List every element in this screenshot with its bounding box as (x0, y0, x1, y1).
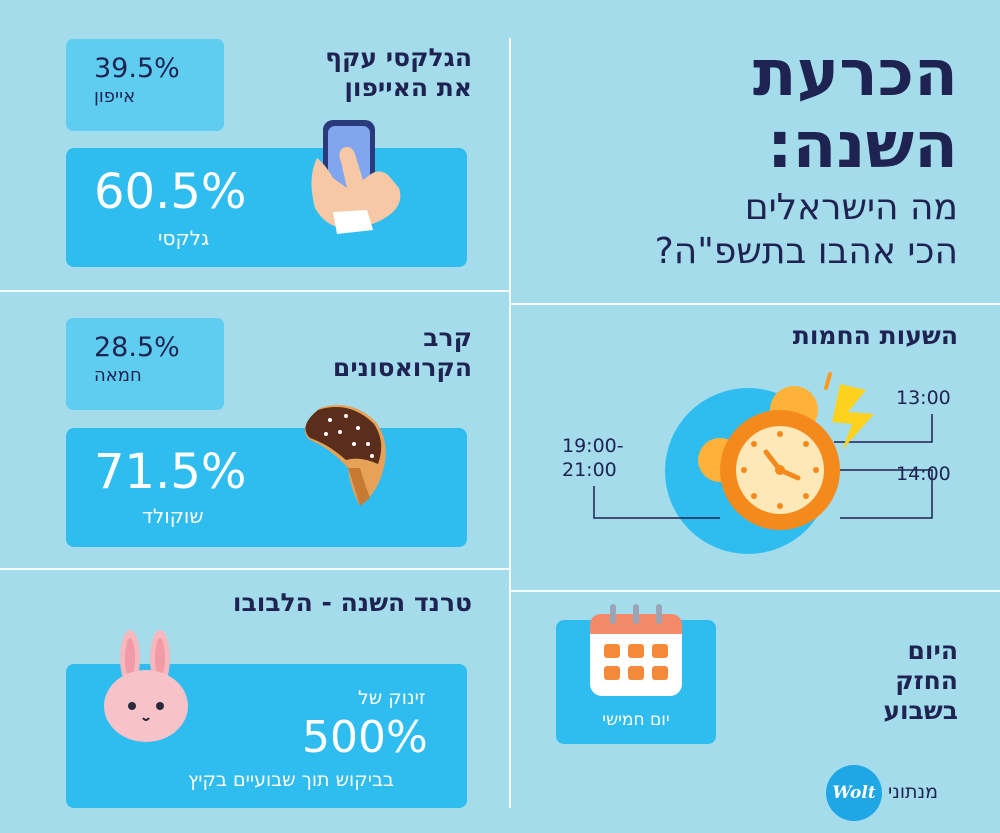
chocolate-croissant-icon (304, 405, 386, 506)
alarm-clock-icon (698, 372, 874, 530)
chocolate-stat-box: 71.5% שוקולד (66, 428, 467, 547)
center-divider (509, 38, 511, 808)
main-subtitle-line2: הכי אהבו בתשפ"ה? (654, 231, 958, 272)
right-divider-1 (509, 303, 1000, 305)
left-divider-2 (0, 568, 509, 570)
labubu-description: בביקוש תוך שבועיים בקיץ (188, 769, 394, 791)
chocolate-percent: 71.5% (94, 444, 247, 500)
day-title-line3: בשבוע (883, 696, 958, 725)
phones-title: הגלקסי עקף את האייפון (172, 43, 472, 103)
day-title-line2: החזק (895, 666, 958, 695)
main-title-line2: השנה: (766, 109, 958, 183)
galaxy-percent: 60.5% (94, 164, 247, 220)
phone-hand-icon (311, 120, 401, 234)
trend-title: טרנד השנה - הלבובו (232, 588, 472, 617)
iphone-percent: 39.5% (94, 53, 180, 84)
hours-time-19-21: 19:00- 21:00 (562, 434, 624, 482)
phones-title-line1: הגלקסי עקף (325, 43, 472, 72)
hours-time-14: 14:00 (896, 463, 951, 485)
calendar-icon (590, 604, 682, 696)
hours-time-19: 19:00- (562, 435, 624, 457)
left-divider-1 (0, 290, 509, 292)
day-value: יום חמישי (602, 710, 670, 730)
day-title-line1: היום (907, 636, 958, 665)
wolt-logo: Wolt (826, 765, 882, 821)
butter-stat-box: 28.5% חמאה (66, 318, 224, 410)
chocolate-label: שוקולד (142, 504, 204, 528)
labubu-percent: 500% (302, 712, 428, 763)
hours-time-21: 21:00 (562, 459, 617, 481)
galaxy-label: גלקסי (158, 226, 210, 250)
main-title-line1: הכרעת (752, 37, 958, 111)
hours-connector-lines (593, 414, 933, 519)
main-subtitle-line1: מה הישראלים (744, 187, 958, 228)
butter-percent: 28.5% (94, 332, 180, 363)
hours-time-13: 13:00 (896, 387, 951, 409)
croissant-title-line2: הקרואסונים (332, 353, 472, 382)
croissant-title: קרב הקרואסונים (172, 323, 472, 383)
phones-title-line2: את האייפון (344, 73, 472, 102)
hours-title: השעות החמות (792, 321, 958, 350)
day-title: היום החזק בשבוע (758, 636, 958, 726)
croissant-title-line1: קרב (423, 323, 472, 352)
main-subtitle: מה הישראלים הכי אהבו בתשפ"ה? (538, 186, 958, 274)
iphone-label: אייפון (94, 86, 136, 107)
main-title: הכרעת השנה: (538, 38, 958, 182)
source-credit: מנתוני (888, 781, 939, 803)
iphone-stat-box: 39.5% אייפון (66, 39, 224, 131)
butter-label: חמאה (94, 365, 142, 386)
right-divider-2 (509, 590, 1000, 592)
labubu-bunny-icon (104, 630, 188, 742)
galaxy-stat-box: 60.5% גלקסי (66, 148, 467, 267)
labubu-jump-label: זינוק של (358, 687, 426, 709)
